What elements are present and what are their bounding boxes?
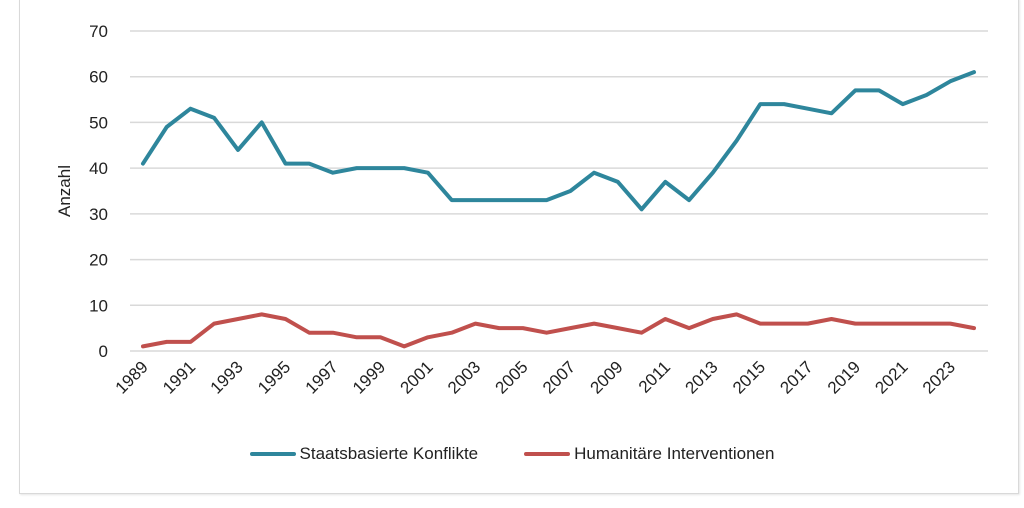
legend-label: Staatsbasierte Konflikte: [299, 444, 479, 463]
x-tick-label: 2003: [444, 357, 484, 397]
y-tick-label: 50: [89, 113, 108, 132]
x-tick-label: 2011: [635, 357, 674, 396]
x-tick-label: 2013: [681, 357, 721, 397]
x-tick-label: 1989: [112, 357, 152, 397]
y-tick-label: 40: [89, 159, 108, 178]
x-tick-label: 2021: [871, 357, 911, 397]
y-axis-label: Anzahl: [55, 165, 74, 217]
legend-swatch: [524, 452, 571, 456]
x-tick-label: 2017: [776, 357, 816, 397]
x-tick-label: 2023: [919, 357, 959, 397]
x-tick-label: 1991: [159, 357, 199, 397]
x-tick-label: 2019: [824, 357, 864, 397]
series-line: [141, 312, 976, 349]
x-tick-label: 1993: [207, 357, 247, 397]
legend-item: Humanitäre Interventionen: [524, 444, 774, 464]
legend-swatch: [249, 452, 296, 456]
y-tick-label: 10: [89, 296, 108, 315]
legend-item: Staatsbasierte Konflikte: [249, 444, 479, 464]
x-tick-label: 2009: [587, 357, 627, 397]
chart-frame: [19, 0, 1019, 494]
x-tick-label: 2005: [492, 357, 532, 397]
y-tick-label: 70: [89, 22, 108, 41]
x-tick-label: 1997: [302, 357, 342, 397]
y-tick-label: 0: [99, 342, 108, 361]
y-tick-label: 60: [89, 68, 108, 87]
legend: Staatsbasierte Konflikte Humanitäre Inter…: [0, 444, 1024, 464]
x-tick-label: 2007: [539, 357, 579, 397]
x-tick-label: 1995: [254, 357, 294, 397]
x-tick-label: 1999: [349, 357, 389, 397]
legend-label: Humanitäre Interventionen: [574, 444, 775, 463]
series-line: [141, 70, 976, 212]
x-tick-label: 2015: [729, 357, 769, 397]
y-tick-label: 30: [89, 205, 108, 224]
x-tick-label: 2001: [397, 357, 437, 397]
y-tick-label: 20: [89, 251, 108, 270]
